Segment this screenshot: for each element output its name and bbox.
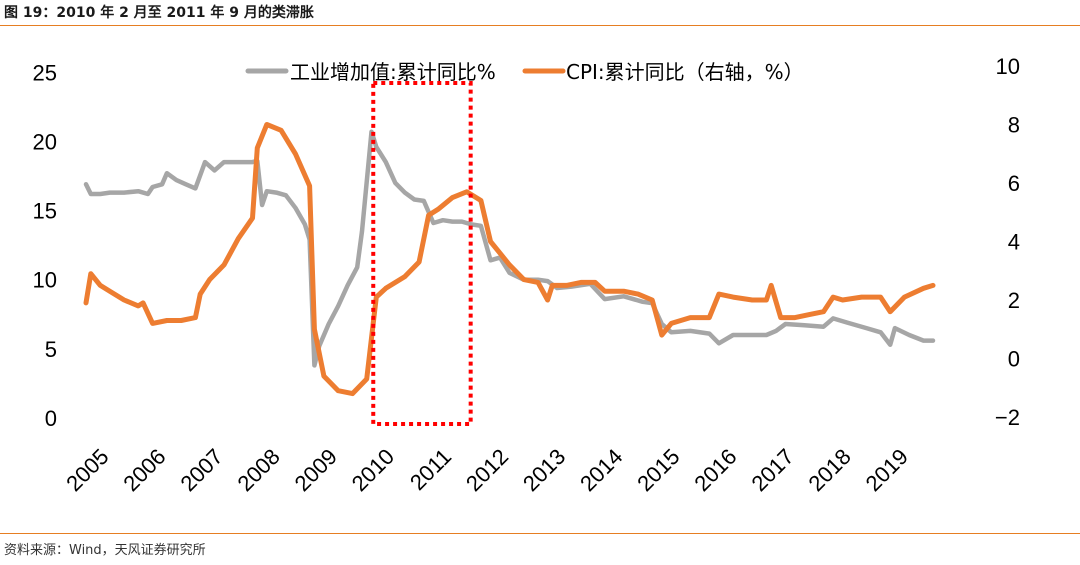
left-tick-label-1: 5 bbox=[45, 337, 57, 362]
x-tick-label-2: 2007 bbox=[175, 444, 227, 496]
left-axis-ticks: 0 5 10 15 20 25 bbox=[33, 60, 57, 431]
x-tick-label-11: 2016 bbox=[689, 444, 741, 496]
right-tick-label-5: 8 bbox=[1008, 113, 1020, 138]
legend: 工业增加值:累计同比% CPI:累计同比（右轴，%） bbox=[245, 60, 804, 84]
right-tick-label-0: −2 bbox=[995, 405, 1020, 430]
right-tick-label-1: 0 bbox=[1008, 347, 1020, 372]
right-tick-label-2: 2 bbox=[1008, 288, 1020, 313]
right-axis-ticks: −2 0 2 4 6 8 10 bbox=[995, 54, 1020, 430]
left-tick-label-2: 10 bbox=[33, 268, 57, 293]
legend-label-0: 工业增加值:累计同比% bbox=[290, 60, 496, 84]
right-tick-label-4: 6 bbox=[1008, 171, 1020, 196]
left-tick-label-3: 15 bbox=[33, 199, 57, 224]
series-layer bbox=[83, 122, 936, 397]
x-tick-label-10: 2015 bbox=[632, 444, 684, 496]
line-chart: 0 5 10 15 20 25 −2 0 2 4 6 8 10 2005 2006 2007 2008 200… bbox=[33, 54, 1020, 496]
x-tick-label-12: 2017 bbox=[746, 444, 798, 496]
x-tick-label-6: 2011 bbox=[405, 444, 456, 495]
legend-label-1: CPI:累计同比（右轴，%） bbox=[566, 60, 804, 84]
x-tick-label-7: 2012 bbox=[461, 444, 513, 496]
left-tick-label-4: 20 bbox=[33, 129, 57, 154]
x-tick-label-5: 2010 bbox=[347, 444, 399, 496]
x-tick-label-8: 2013 bbox=[518, 444, 570, 496]
series-line-0 bbox=[83, 129, 936, 368]
x-tick-label-13: 2018 bbox=[804, 444, 856, 496]
right-tick-label-3: 4 bbox=[1008, 230, 1020, 255]
series-line-1 bbox=[83, 122, 936, 397]
x-tick-label-3: 2008 bbox=[233, 444, 285, 496]
x-tick-label-0: 2005 bbox=[61, 444, 113, 496]
x-tick-label-14: 2019 bbox=[861, 444, 913, 496]
x-axis-ticks: 2005 2006 2007 2008 2009 2010 2011 2012 2013 2014… bbox=[61, 444, 913, 496]
left-tick-label-5: 25 bbox=[33, 60, 57, 85]
x-tick-label-9: 2014 bbox=[575, 444, 627, 496]
top-rule bbox=[0, 25, 1080, 26]
x-tick-label-4: 2009 bbox=[290, 444, 342, 496]
right-tick-label-6: 10 bbox=[996, 54, 1020, 79]
left-tick-label-0: 0 bbox=[45, 406, 57, 431]
bottom-rule bbox=[0, 533, 1080, 534]
source-note: 资料来源：Wind，天风证券研究所 bbox=[4, 543, 206, 558]
x-tick-label-1: 2006 bbox=[118, 444, 170, 496]
figure-title: 图 19：2010 年 2 月至 2011 年 9 月的类滞胀 bbox=[4, 5, 314, 21]
highlight-box bbox=[371, 81, 473, 426]
